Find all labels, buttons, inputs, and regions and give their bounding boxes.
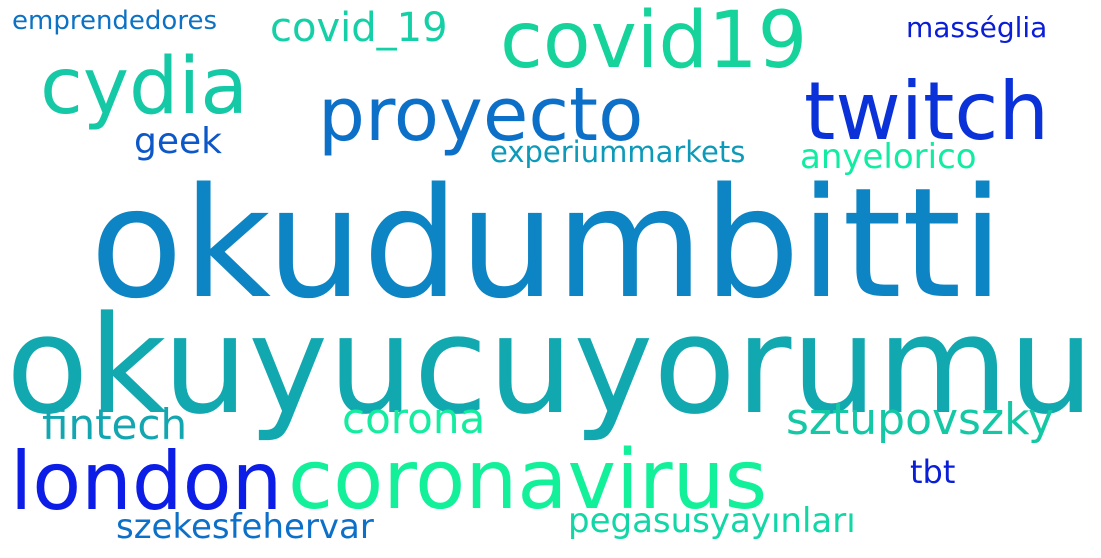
word-okudumbitti: okudumbitti <box>90 155 1004 332</box>
word-twitch: twitch <box>804 65 1050 158</box>
word-covid19: covid19 <box>500 0 808 86</box>
word-geek: geek <box>134 121 222 162</box>
word-covid_19: covid_19 <box>270 5 448 51</box>
word-okuyucuyorumu: okuyucuyorumu <box>6 287 1095 444</box>
word-experiummarkets: experiummarkets <box>490 135 746 169</box>
word-masseglia: masséglia <box>906 11 1048 44</box>
word-anyelorico: anyelorico <box>800 137 977 177</box>
word-szekesfehervar: szekesfehervar <box>116 507 374 547</box>
word-sztupovszky: sztupovszky <box>786 394 1055 445</box>
word-coronavirus: coronavirus <box>288 433 768 528</box>
word-fintech: fintech <box>42 400 188 449</box>
word-cydia: cydia <box>40 42 249 132</box>
word-proyecto: proyecto <box>318 72 644 158</box>
word-pegasusyayinlari: pegasusyayınları <box>568 501 856 541</box>
word-emprendedores: emprendedores <box>12 6 217 36</box>
word-london: london <box>10 435 283 528</box>
word-tbt: tbt <box>910 453 956 491</box>
word-corona: corona <box>342 394 486 443</box>
